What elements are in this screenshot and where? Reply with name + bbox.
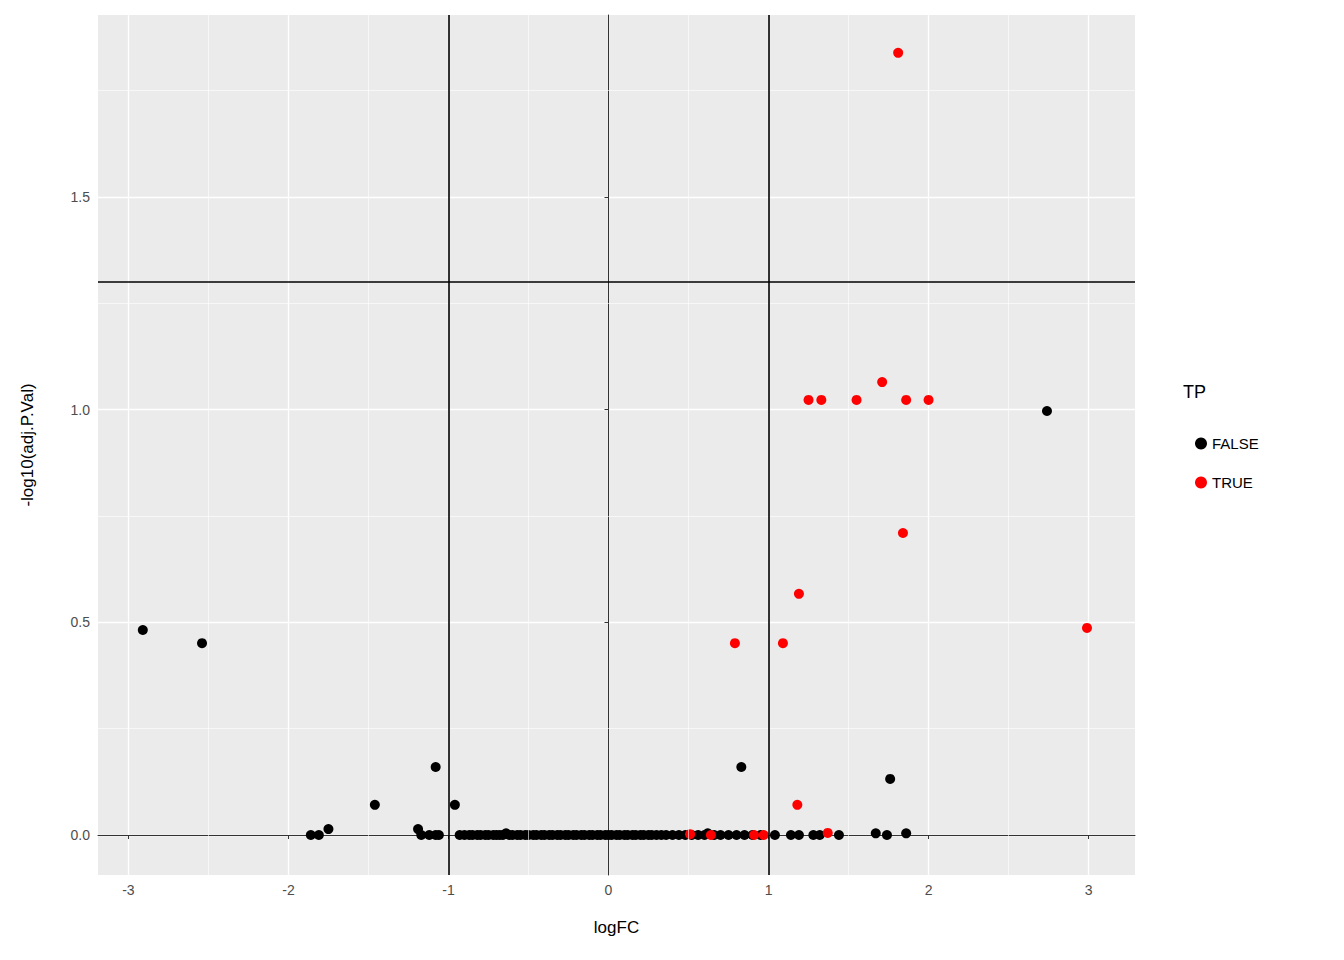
- svg-text:0: 0: [605, 882, 613, 898]
- svg-text:1.5: 1.5: [71, 189, 91, 205]
- svg-text:FALSE: FALSE: [1212, 435, 1259, 452]
- svg-text:TP: TP: [1183, 382, 1206, 402]
- svg-text:0.5: 0.5: [71, 614, 91, 630]
- svg-text:logFC: logFC: [594, 918, 639, 937]
- svg-text:1.0: 1.0: [71, 402, 91, 418]
- svg-text:TRUE: TRUE: [1212, 474, 1253, 491]
- svg-text:-2: -2: [282, 882, 295, 898]
- svg-text:-1: -1: [442, 882, 455, 898]
- svg-text:-log10(adj.P.Val): -log10(adj.P.Val): [18, 383, 37, 506]
- svg-text:3: 3: [1085, 882, 1093, 898]
- svg-text:-3: -3: [122, 882, 135, 898]
- svg-text:2: 2: [925, 882, 933, 898]
- svg-text:1: 1: [765, 882, 773, 898]
- svg-text:0.0: 0.0: [71, 827, 91, 843]
